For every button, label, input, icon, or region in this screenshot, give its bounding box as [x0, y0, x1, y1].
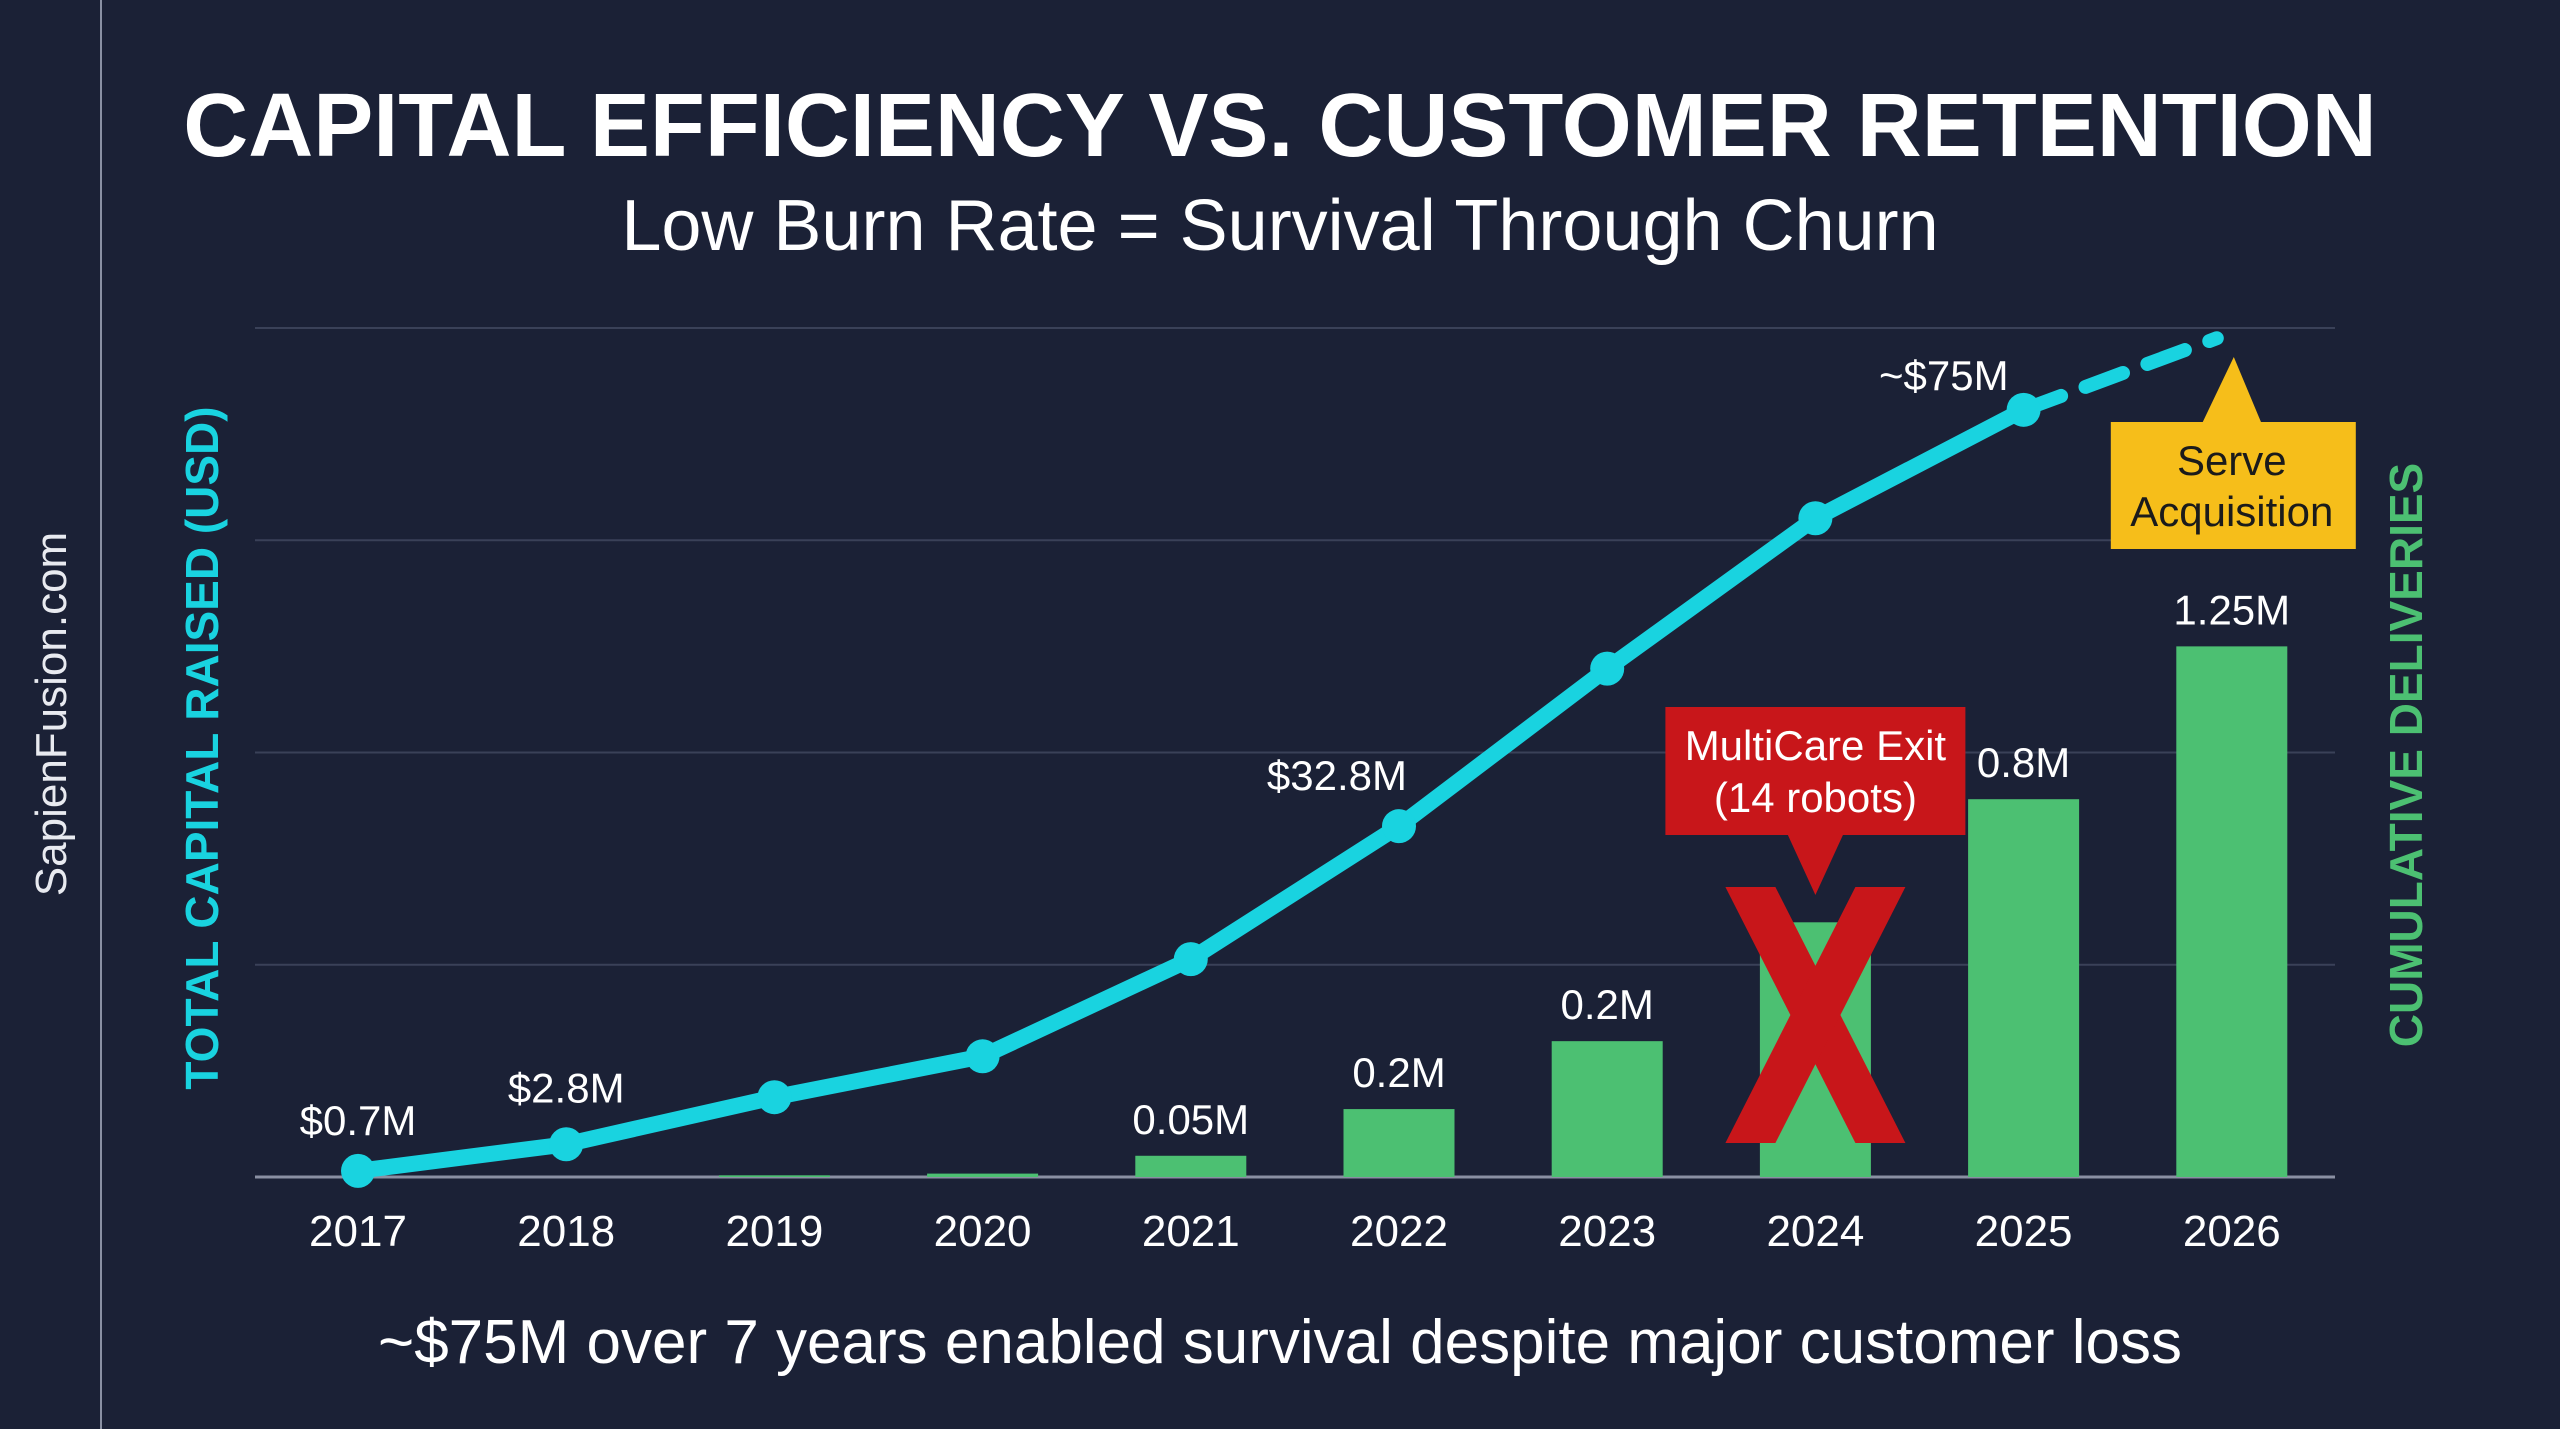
x-tick-label: 2022	[1350, 1207, 1448, 1256]
capital-point-2017	[341, 1153, 375, 1188]
x-tick-label: 2023	[1558, 1207, 1656, 1256]
red-x-icon	[1725, 887, 1906, 1143]
x-axis-ticks: 2017 2018 2019 2020 2021 2022 2023 2024 2025 2026	[309, 1207, 2281, 1256]
x-tick-label: 2018	[517, 1207, 615, 1256]
capital-label-2025: ~$75M	[1879, 352, 2009, 399]
bar-2023	[1551, 1041, 1663, 1177]
bar-2019	[718, 1175, 830, 1177]
delivery-label-2026: 1.25M	[2173, 586, 2290, 633]
x-tick-label: 2024	[1766, 1207, 1864, 1256]
bar-2022	[1343, 1109, 1455, 1177]
capital-point-2020	[965, 1039, 1000, 1074]
data-labels: $0.7M $2.8M $32.8M ~$75M 0.05M 0.2M 0.2M 0.8M 1.…	[300, 352, 2291, 1144]
x-tick-label: 2020	[934, 1207, 1032, 1256]
callout-box	[2110, 422, 2356, 549]
y-axis-right-label: CUMULATIVE DELIVERIES	[2380, 463, 2432, 1047]
callout-text: Acquisition	[2130, 488, 2333, 535]
callout-text: (14 robots)	[1714, 774, 1917, 821]
multicare-exit-callout: MultiCare Exit (14 robots)	[1665, 707, 1966, 895]
delivery-label-2021: 0.05M	[1132, 1096, 1249, 1143]
capital-label-2017: $0.7M	[300, 1097, 417, 1144]
delivery-label-2022: 0.2M	[1352, 1049, 1445, 1096]
bar-2025	[1968, 799, 2080, 1177]
callout-pointer	[1787, 834, 1844, 895]
delivery-label-2023: 0.2M	[1561, 981, 1654, 1028]
capital-point-2023	[1590, 651, 1625, 686]
bar-2020	[927, 1173, 1039, 1177]
capital-point-2022	[1382, 809, 1416, 844]
x-tick-label: 2021	[1142, 1207, 1240, 1256]
delivery-label-2025: 0.8M	[1977, 739, 2070, 786]
chart-subtitle: Low Burn Rate = Survival Through Churn	[621, 186, 1938, 266]
capital-point-2019	[757, 1080, 792, 1115]
callout-text: Serve	[2177, 437, 2287, 484]
capital-point-2021	[1173, 942, 1208, 977]
capital-point-2024	[1798, 501, 1833, 536]
callout-box	[1665, 707, 1966, 835]
watermark: SapienFusion.com	[27, 532, 76, 896]
capital-label-2018: $2.8M	[508, 1064, 625, 1111]
x-tick-label: 2019	[725, 1207, 823, 1256]
bar-2021	[1135, 1155, 1247, 1177]
x-tick-label: 2025	[1975, 1207, 2073, 1256]
annotations: MultiCare Exit (14 robots) ServeAcquisitio…	[1665, 357, 2356, 1143]
capital-point-2018	[549, 1127, 584, 1162]
callout-pointer	[2201, 357, 2262, 424]
x-tick-label: 2017	[309, 1207, 407, 1256]
footer-caption: ~$75M over 7 years enabled survival desp…	[378, 1308, 2182, 1377]
capital-projection-dashed	[2016, 331, 2224, 417]
capital-label-2022: $32.8M	[1267, 752, 1407, 799]
x-tick-label: 2026	[2183, 1207, 2281, 1256]
callout-text: MultiCare Exit	[1685, 722, 1947, 769]
chart-title: CAPITAL EFFICIENCY VS. CUSTOMER RETENTIO…	[183, 76, 2377, 176]
capital-line	[341, 331, 2224, 1188]
x-stroke	[1725, 887, 1906, 1143]
y-axis-left-label: TOTAL CAPITAL RAISED (USD)	[176, 406, 228, 1089]
capital-point-2025	[2006, 392, 2041, 427]
bar-2026	[2176, 646, 2288, 1177]
